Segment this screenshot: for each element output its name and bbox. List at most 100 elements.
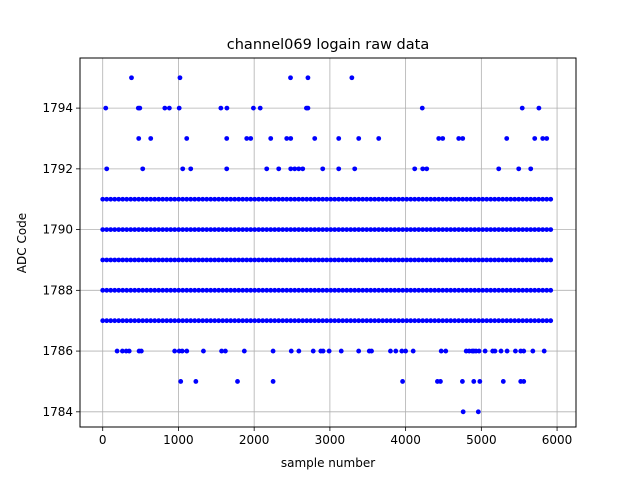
data-point bbox=[288, 166, 294, 172]
data-point bbox=[352, 257, 358, 263]
data-point bbox=[460, 318, 466, 324]
data-point bbox=[324, 287, 330, 293]
data-point bbox=[112, 257, 118, 263]
data-point bbox=[264, 287, 270, 293]
data-point bbox=[520, 318, 526, 324]
data-point bbox=[276, 196, 282, 202]
data-point bbox=[456, 227, 462, 232]
data-point bbox=[356, 257, 362, 263]
data-point bbox=[252, 196, 258, 202]
data-point bbox=[336, 136, 342, 141]
data-point bbox=[448, 257, 454, 263]
data-point bbox=[276, 318, 282, 324]
data-point bbox=[280, 318, 286, 324]
data-point bbox=[236, 318, 242, 324]
data-point bbox=[176, 318, 182, 324]
data-point bbox=[316, 257, 322, 263]
data-point bbox=[192, 196, 198, 202]
data-point bbox=[440, 257, 446, 263]
data-point bbox=[372, 287, 378, 293]
data-point bbox=[160, 196, 166, 202]
data-point bbox=[352, 196, 358, 202]
data-point bbox=[180, 318, 186, 324]
data-point bbox=[120, 287, 126, 293]
data-point bbox=[512, 227, 518, 232]
data-point bbox=[200, 227, 206, 232]
data-point bbox=[376, 287, 382, 293]
data-point bbox=[336, 166, 342, 172]
data-point bbox=[136, 287, 142, 293]
data-point bbox=[512, 318, 518, 324]
data-point bbox=[440, 196, 446, 202]
data-point bbox=[300, 287, 306, 293]
data-point bbox=[548, 227, 554, 232]
data-point bbox=[484, 318, 490, 324]
data-point bbox=[475, 409, 481, 415]
data-point bbox=[468, 318, 474, 324]
data-point bbox=[304, 318, 310, 324]
data-point bbox=[528, 257, 534, 263]
data-point bbox=[540, 196, 546, 202]
data-point bbox=[476, 196, 482, 202]
y-tick-label: 1794 bbox=[42, 101, 73, 115]
data-point bbox=[500, 227, 506, 232]
data-point bbox=[128, 227, 134, 232]
data-point bbox=[520, 227, 526, 232]
data-point bbox=[424, 257, 430, 263]
data-point bbox=[448, 287, 454, 293]
data-point bbox=[369, 348, 374, 354]
data-point bbox=[420, 227, 426, 232]
data-point bbox=[428, 287, 434, 293]
data-point bbox=[320, 196, 326, 202]
data-point bbox=[340, 227, 346, 232]
data-point bbox=[388, 318, 394, 324]
data-point bbox=[432, 257, 438, 263]
data-point bbox=[488, 257, 494, 263]
data-point bbox=[472, 287, 478, 293]
data-point bbox=[224, 105, 230, 111]
data-point bbox=[536, 227, 542, 232]
data-point bbox=[424, 166, 430, 172]
data-point bbox=[444, 227, 450, 232]
data-point bbox=[270, 348, 276, 354]
data-point bbox=[424, 227, 430, 232]
data-point bbox=[256, 257, 262, 263]
data-point bbox=[468, 196, 474, 202]
data-point bbox=[368, 318, 374, 324]
data-point bbox=[438, 379, 443, 384]
chart-title: channel069 logain raw data bbox=[227, 37, 429, 53]
data-point bbox=[162, 105, 168, 111]
data-point bbox=[452, 257, 458, 263]
data-point bbox=[332, 227, 338, 232]
data-point bbox=[108, 227, 114, 232]
data-point bbox=[432, 227, 438, 232]
data-point bbox=[136, 227, 142, 232]
data-point bbox=[252, 287, 258, 293]
data-point bbox=[104, 196, 110, 202]
data-point bbox=[524, 318, 530, 324]
data-point bbox=[464, 287, 470, 293]
data-point bbox=[212, 196, 218, 202]
data-point bbox=[444, 318, 450, 324]
data-point bbox=[452, 318, 458, 324]
data-point bbox=[228, 227, 234, 232]
data-point bbox=[176, 196, 182, 202]
data-point bbox=[544, 136, 550, 141]
data-point bbox=[436, 196, 442, 202]
data-point bbox=[236, 196, 242, 202]
data-point bbox=[296, 196, 302, 202]
data-point bbox=[224, 318, 230, 324]
data-point bbox=[432, 196, 438, 202]
data-point bbox=[104, 257, 110, 263]
data-point bbox=[304, 287, 310, 293]
data-point bbox=[416, 318, 422, 324]
data-point bbox=[216, 318, 222, 324]
data-point bbox=[248, 318, 254, 324]
data-point bbox=[104, 227, 110, 232]
data-point bbox=[344, 287, 350, 293]
data-point bbox=[504, 136, 510, 141]
data-point bbox=[248, 196, 254, 202]
data-point bbox=[184, 287, 190, 293]
data-point bbox=[528, 287, 534, 293]
